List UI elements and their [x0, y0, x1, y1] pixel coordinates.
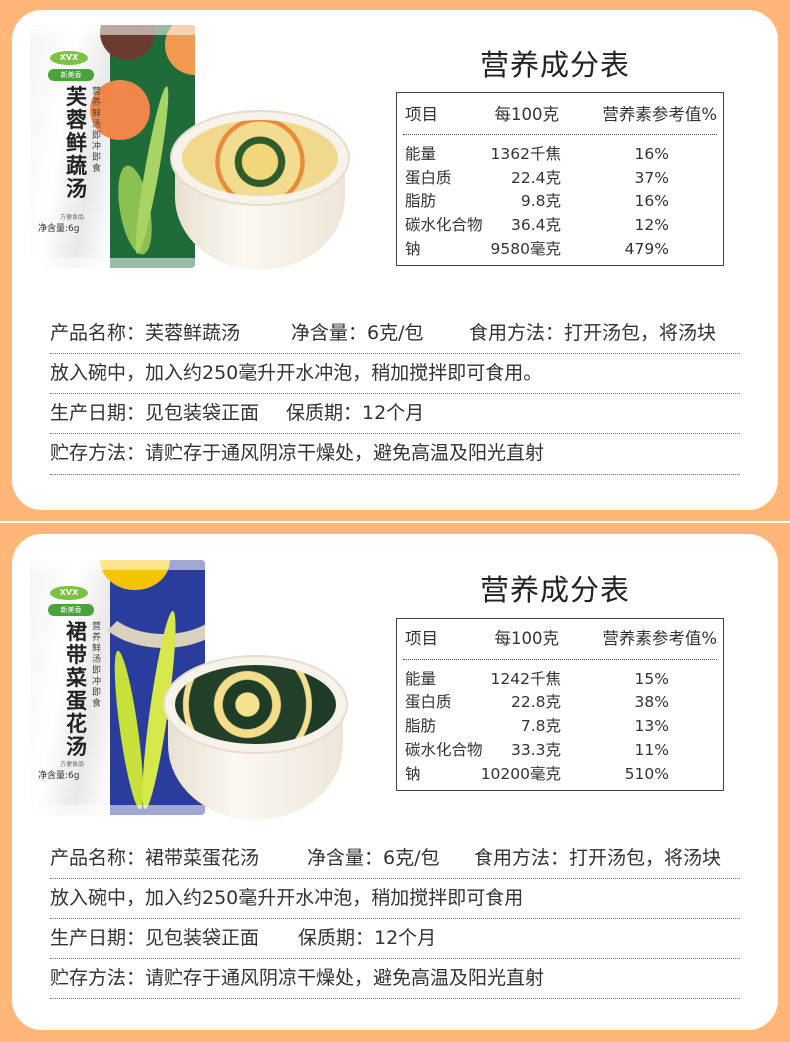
divider — [0, 521, 790, 523]
package-net-weight: 净含量:6g — [38, 771, 80, 781]
package-bottom-seal — [30, 258, 195, 268]
nutrition-cell: 脂肪 — [405, 192, 437, 210]
nutrition-cell: 能量 — [405, 670, 437, 688]
nutrition-row: 蛋白质 22.4克 37% — [397, 167, 723, 189]
nutrition-cell: 1242千焦 — [490, 670, 561, 688]
nutrition-row: 碳水化合物 36.4克 12% — [397, 214, 723, 236]
package-slogan: 营养鲜汤 即冲即食 — [92, 622, 102, 709]
nutrition-cell: 能量 — [405, 145, 437, 163]
nutrition-cell: 16% — [634, 145, 669, 163]
nutrition-header-cell: 每100克 — [494, 105, 560, 124]
info-net-weight: 净含量：6克/包 — [307, 847, 440, 869]
info-divider — [50, 474, 740, 475]
nutrition-cell: 12% — [634, 216, 669, 234]
info-divider — [50, 878, 740, 879]
package-food-type: 方便食品 — [60, 761, 85, 768]
info-shelf-life: 保质期：12个月 — [298, 927, 437, 949]
info-divider — [50, 433, 740, 434]
nutrition-cell: 7.8克 — [520, 717, 561, 735]
nutrition-row: 蛋白质 22.8克 38% — [397, 691, 723, 713]
nutrition-title: 营养成分表 — [480, 573, 631, 607]
brand-logo: XVX — [50, 51, 88, 65]
package-white-panel — [30, 25, 110, 268]
nutrition-cell: 33.3克 — [510, 741, 561, 759]
package-net-weight: 净含量:6g — [38, 224, 80, 234]
nutrition-header-row: 项目 每100克 营养素参考值% — [397, 628, 723, 650]
nutrition-header-cell: 营养素参考值% — [602, 105, 717, 124]
nutrition-cell: 蛋白质 — [405, 693, 452, 711]
nutrition-table: 项目 每100克 营养素参考值% 能量 1242千焦 15% 蛋白质 22.8克 38% 脂肪 7.… — [396, 618, 724, 791]
info-divider — [50, 353, 740, 354]
info-divider — [50, 958, 740, 959]
info-net-weight: 净含量：6克/包 — [291, 322, 424, 344]
nutrition-cell: 36.4克 — [510, 216, 561, 234]
package-top-seal — [30, 25, 195, 35]
nutrition-row: 钠 10200毫克 510% — [397, 763, 723, 785]
soup — [175, 665, 336, 744]
nutrition-header-cell: 项目 — [405, 105, 438, 124]
nutrition-row: 能量 1242千焦 15% — [397, 668, 723, 690]
brand-name-logo: 新美香 — [48, 604, 94, 616]
package-product-name: 裙带菜蛋花汤 — [66, 619, 87, 759]
nutrition-cell: 479% — [624, 240, 669, 258]
soup — [182, 120, 338, 196]
info-product-name: 产品名称：芙蓉鲜蔬汤 — [50, 322, 241, 344]
nutrition-cell: 37% — [634, 169, 669, 187]
nutrition-cell: 11% — [634, 741, 669, 759]
product-package: XVX 新美香芙蓉鲜蔬汤 营养鲜汤 即冲即食方便食品净含量:6g — [30, 25, 195, 268]
info-product-name: 产品名称：裙带菜蛋花汤 — [50, 847, 260, 869]
nutrition-header-divider — [403, 134, 717, 135]
nutrition-cell: 钠 — [405, 765, 421, 783]
brand-logo: XVX — [50, 586, 88, 600]
info-production-date: 生产日期：见包装袋正面 — [50, 402, 260, 424]
product-package: XVX 新美香裙带菜蛋花汤 营养鲜汤 即冲即食方便食品净含量:6g — [30, 560, 205, 815]
nutrition-header-row: 项目 每100克 营养素参考值% — [397, 104, 723, 126]
info-divider — [50, 918, 740, 919]
package-top-seal — [30, 560, 205, 570]
info-divider — [50, 998, 740, 999]
package-product-name: 芙蓉鲜蔬汤 — [66, 84, 87, 201]
nutrition-cell: 碳水化合物 — [405, 216, 483, 234]
nutrition-table: 项目 每100克 营养素参考值% 能量 1362千焦 16% 蛋白质 22.4克 37% 脂肪 9.… — [396, 92, 724, 266]
nutrition-cell: 510% — [624, 765, 669, 783]
package-slogan: 营养鲜汤 即冲即食 — [92, 87, 102, 174]
nutrition-title: 营养成分表 — [480, 48, 631, 82]
nutrition-cell: 9580毫克 — [490, 240, 561, 258]
nutrition-cell: 1362千焦 — [490, 145, 561, 163]
nutrition-cell: 9.8克 — [520, 192, 561, 210]
info-usage: 食用方法：打开汤包，将汤块 — [469, 322, 717, 344]
info-production-date: 生产日期：见包装袋正面 — [50, 927, 260, 949]
nutrition-header-cell: 营养素参考值% — [602, 629, 717, 648]
nutrition-row: 碳水化合物 33.3克 11% — [397, 739, 723, 761]
info-usage-continued: 放入碗中，加入约250毫升开水冲泡，稍加搅拌即可食用。 — [50, 362, 543, 384]
nutrition-cell: 16% — [634, 192, 669, 210]
nutrition-header-cell: 项目 — [405, 629, 438, 648]
nutrition-header-cell: 每100克 — [494, 629, 560, 648]
nutrition-cell: 钠 — [405, 240, 421, 258]
nutrition-cell: 38% — [634, 693, 669, 711]
nutrition-cell: 22.4克 — [510, 169, 561, 187]
nutrition-cell: 13% — [634, 717, 669, 735]
nutrition-row: 钠 9580毫克 479% — [397, 238, 723, 260]
info-storage: 贮存方法：请贮存于通风阴凉干燥处，避免高温及阳光直射 — [50, 967, 545, 989]
nutrition-cell: 10200毫克 — [480, 765, 561, 783]
package-food-type: 方便食品 — [60, 214, 85, 221]
nutrition-row: 脂肪 7.8克 13% — [397, 715, 723, 737]
nutrition-row: 能量 1362千焦 16% — [397, 143, 723, 165]
package-bottom-seal — [30, 805, 205, 815]
package-decoration — [90, 80, 150, 140]
nutrition-row: 脂肪 9.8克 16% — [397, 190, 723, 212]
nutrition-cell: 碳水化合物 — [405, 741, 483, 759]
info-shelf-life: 保质期：12个月 — [286, 402, 425, 424]
info-storage: 贮存方法：请贮存于通风阴凉干燥处，避免高温及阳光直射 — [50, 442, 545, 464]
brand-name-logo: 新美香 — [48, 69, 94, 81]
nutrition-cell: 蛋白质 — [405, 169, 452, 187]
nutrition-cell: 22.8克 — [510, 693, 561, 711]
nutrition-cell: 15% — [634, 670, 669, 688]
info-usage-continued: 放入碗中，加入约250毫升开水冲泡，稍加搅拌即可食用 — [50, 887, 524, 909]
nutrition-cell: 脂肪 — [405, 717, 437, 735]
nutrition-header-divider — [403, 659, 717, 660]
info-divider — [50, 393, 740, 394]
info-usage: 食用方法：打开汤包，将汤块 — [474, 847, 722, 869]
